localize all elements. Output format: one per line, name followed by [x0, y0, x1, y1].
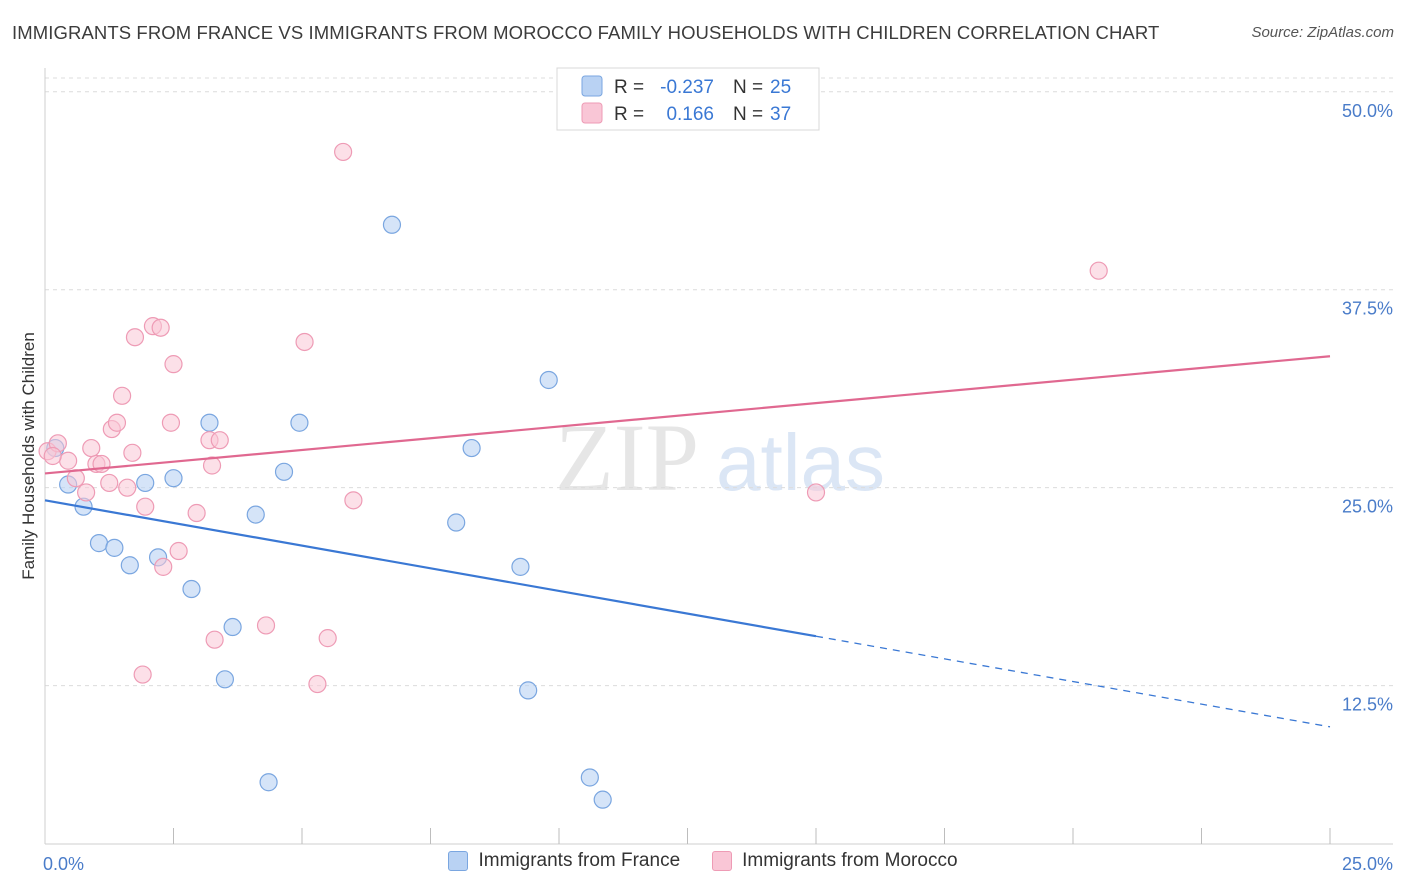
morocco-point-5 — [82, 438, 101, 458]
france-point-3 — [89, 534, 109, 553]
x-tick-labels: 0.0% 25.0% — [43, 854, 1393, 874]
legend: Immigrants from France Immigrants from M… — [0, 850, 1406, 872]
france-point-14 — [259, 773, 278, 792]
morocco-point-29 — [295, 332, 314, 352]
france-legend-label: Immigrants from France — [478, 850, 681, 871]
morocco-n-value: 37 — [770, 104, 791, 125]
y-tick-label-0: 12.5% — [1342, 695, 1393, 715]
france-point-6 — [136, 473, 155, 493]
morocco-r-label: R = — [614, 104, 644, 125]
france-point-5 — [120, 556, 139, 575]
france-point-24 — [593, 790, 612, 809]
morocco-point-33 — [344, 491, 363, 510]
y-tick-labels: 12.5% 25.0% 37.5% 50.0% — [1342, 101, 1393, 715]
morocco-point-32 — [334, 142, 353, 162]
morocco-point-31 — [318, 629, 337, 648]
france-n-label: N = — [733, 77, 763, 98]
france-point-16 — [290, 413, 309, 432]
stats-box: R = -0.237 N = 25 R = 0.166 N = 37 — [556, 67, 820, 131]
france-point-17 — [382, 215, 402, 234]
x-minor-ticks — [173, 828, 1331, 844]
france-point-8 — [164, 469, 183, 488]
y-tick-label-3: 50.0% — [1342, 101, 1393, 121]
x-tick-label-0: 0.0% — [43, 854, 84, 874]
france-point-4 — [105, 538, 124, 557]
trend-lines — [44, 355, 1331, 728]
morocco-point-8 — [100, 473, 119, 493]
morocco-point-27 — [210, 431, 229, 450]
morocco-point-36 — [43, 446, 62, 466]
france-r-label: R = — [614, 77, 644, 98]
morocco-point-15 — [133, 665, 152, 684]
morocco-point-16 — [136, 497, 155, 516]
morocco-point-10 — [107, 413, 127, 432]
morocco-point-30 — [308, 674, 327, 694]
france-point-18 — [447, 513, 466, 532]
france-point-22 — [539, 370, 558, 390]
france-point-12 — [223, 617, 242, 637]
france-stat-swatch — [581, 75, 603, 97]
morocco-point-2 — [59, 451, 78, 470]
morocco-point-25 — [202, 456, 222, 475]
y-axis-label: Family Households with Children — [19, 332, 38, 580]
morocco-r-value: 0.166 — [666, 104, 714, 125]
morocco-legend-swatch — [712, 851, 733, 871]
watermark-atlas: atlas — [716, 418, 885, 507]
morocco-point-35 — [1089, 261, 1108, 280]
morocco-point-19 — [154, 557, 173, 576]
morocco-point-28 — [256, 616, 276, 635]
france-point-23 — [580, 768, 599, 787]
morocco-point-13 — [123, 443, 142, 462]
france-point-9 — [182, 579, 201, 599]
morocco-trend-line — [44, 355, 1331, 475]
legend-item-france: Immigrants from France — [448, 850, 680, 872]
france-n-value: 25 — [770, 77, 791, 98]
morocco-point-14 — [125, 328, 145, 347]
morocco-points — [38, 142, 1108, 694]
morocco-point-20 — [161, 413, 181, 432]
chart-title: IMMIGRANTS FROM FRANCE VS IMMIGRANTS FRO… — [12, 22, 1160, 43]
morocco-point-12 — [118, 478, 137, 497]
france-point-11 — [215, 670, 234, 689]
morocco-point-21 — [164, 355, 183, 374]
y-tick-label-1: 25.0% — [1342, 497, 1393, 517]
france-point-10 — [200, 413, 219, 432]
y-tick-label-2: 37.5% — [1342, 299, 1393, 319]
france-point-19 — [462, 438, 481, 458]
france-point-20 — [511, 557, 530, 576]
morocco-legend-label: Immigrants from Morocco — [742, 850, 958, 871]
morocco-point-26 — [205, 630, 224, 649]
morocco-point-18 — [151, 318, 170, 337]
france-point-13 — [246, 505, 265, 524]
morocco-point-4 — [77, 483, 96, 502]
source-label: Source: ZipAtlas.com — [1251, 24, 1394, 41]
france-point-15 — [274, 462, 294, 481]
france-trend-extension — [815, 635, 1331, 728]
morocco-point-23 — [187, 503, 206, 523]
watermark-zip: ZIP — [555, 404, 699, 511]
france-r-value: -0.237 — [660, 77, 714, 98]
morocco-point-34 — [806, 483, 826, 502]
grid-lines — [45, 77, 1393, 687]
france-point-21 — [519, 681, 538, 700]
morocco-n-label: N = — [733, 104, 763, 125]
morocco-point-11 — [112, 386, 132, 405]
france-points — [46, 215, 612, 809]
x-tick-label-1: 25.0% — [1342, 854, 1393, 874]
legend-item-morocco: Immigrants from Morocco — [712, 850, 958, 872]
morocco-point-22 — [169, 541, 188, 561]
france-trend-line — [44, 499, 817, 638]
france-legend-swatch — [448, 851, 469, 871]
morocco-stat-swatch — [581, 102, 603, 124]
